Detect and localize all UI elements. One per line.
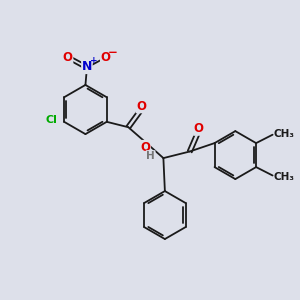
Text: Cl: Cl — [46, 115, 58, 125]
Text: −: − — [108, 46, 118, 59]
Text: CH₃: CH₃ — [274, 128, 295, 139]
Text: H: H — [146, 151, 155, 161]
Text: O: O — [140, 140, 150, 154]
Text: O: O — [136, 100, 146, 113]
Text: N: N — [82, 61, 92, 74]
Text: +: + — [90, 56, 97, 65]
Text: O: O — [100, 51, 110, 64]
Text: O: O — [194, 122, 204, 135]
Text: O: O — [63, 51, 73, 64]
Text: CH₃: CH₃ — [274, 172, 295, 182]
